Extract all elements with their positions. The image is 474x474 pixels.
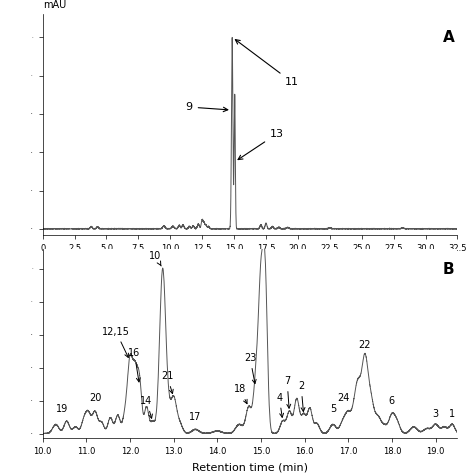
Text: mAU: mAU — [43, 0, 66, 10]
Text: 9: 9 — [186, 102, 228, 112]
Text: 24: 24 — [337, 392, 349, 402]
Text: 14: 14 — [140, 396, 153, 418]
X-axis label: Retention time (min): Retention time (min) — [192, 462, 308, 472]
Text: 3: 3 — [432, 409, 438, 419]
Text: 22: 22 — [359, 340, 371, 350]
Text: 7: 7 — [284, 376, 291, 408]
Text: 13: 13 — [238, 129, 284, 160]
Text: 4: 4 — [276, 392, 283, 417]
Text: 10: 10 — [149, 251, 162, 266]
Text: 20: 20 — [89, 392, 101, 402]
Text: 5: 5 — [330, 404, 336, 414]
Text: 1: 1 — [449, 409, 455, 419]
Text: 17: 17 — [189, 412, 201, 422]
Text: 2: 2 — [298, 381, 305, 411]
Text: 18: 18 — [234, 384, 247, 404]
Text: B: B — [443, 262, 455, 277]
Text: 6: 6 — [389, 396, 395, 406]
Text: 16: 16 — [128, 348, 140, 382]
Text: 23: 23 — [244, 353, 256, 383]
Text: 11: 11 — [236, 40, 299, 87]
Text: 12,15: 12,15 — [102, 327, 130, 357]
Text: 19: 19 — [56, 404, 68, 414]
Text: A: A — [443, 30, 455, 45]
Text: 21: 21 — [161, 371, 173, 393]
